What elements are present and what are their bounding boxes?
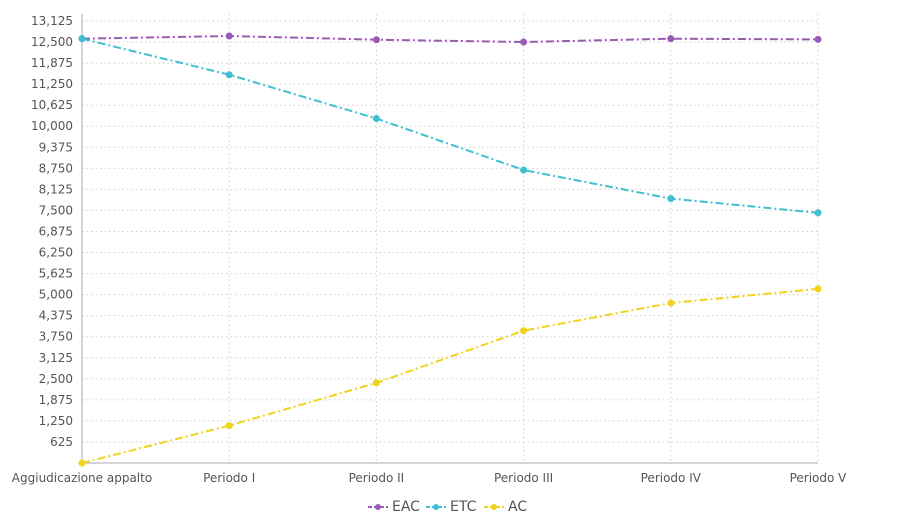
y-tick-label: 4,375 [39, 309, 73, 323]
series-line-ac [81, 287, 819, 464]
data-point-eac[interactable] [814, 35, 822, 43]
legend: EAC ETC AC [368, 499, 527, 515]
series-line-eac [81, 34, 819, 44]
y-tick-label: 7,500 [39, 203, 73, 217]
data-point-eac[interactable] [372, 36, 380, 44]
x-tick-label: Aggiudicazione appalto [12, 471, 152, 485]
legend-item-eac[interactable]: EAC [368, 499, 420, 515]
y-tick-label: 1,250 [39, 414, 73, 428]
x-tick-label: Periodo III [494, 471, 553, 485]
y-tick-label: 6,875 [39, 224, 73, 238]
x-axis-tick-labels: Aggiudicazione appalto Periodo I Periodo I… [12, 471, 847, 485]
legend-label: AC [508, 499, 527, 515]
y-tick-label: 3,750 [39, 330, 73, 344]
y-tick-label: 8,750 [39, 161, 73, 175]
legend-label: EAC [392, 499, 420, 515]
legend-swatch-dot [491, 504, 497, 510]
x-tick-label: Periodo II [349, 471, 405, 485]
y-tick-label: 625 [50, 435, 73, 449]
data-point-eac[interactable] [667, 35, 675, 43]
y-tick-label: 11,250 [31, 77, 73, 91]
y-axis-tick-labels: 625 1,250 1,875 2,500 3,125 3,750 4,375 5,000 5,… [31, 14, 73, 449]
y-tick-label: 9,375 [39, 140, 73, 154]
y-tick-label: 12,500 [31, 35, 73, 49]
data-point-ac[interactable] [520, 327, 528, 335]
data-point-etc[interactable] [520, 166, 528, 174]
data-point-eac[interactable] [225, 32, 233, 40]
y-tick-label: 5,000 [39, 288, 73, 302]
data-point-ac[interactable] [372, 379, 380, 387]
y-tick-label: 3,125 [39, 351, 73, 365]
series-eac [78, 32, 822, 46]
data-point-ac[interactable] [814, 285, 822, 293]
x-tick-label: Periodo I [203, 471, 255, 485]
series-line-etc [81, 37, 819, 214]
y-tick-label: 11,875 [31, 56, 73, 70]
legend-item-ac[interactable]: AC [484, 499, 527, 515]
y-tick-label: 13,125 [31, 14, 73, 28]
legend-swatch-dot [375, 504, 381, 510]
data-point-ac[interactable] [667, 299, 675, 307]
grid [82, 14, 819, 463]
data-point-ac[interactable] [225, 422, 233, 430]
x-tick-label: Periodo IV [641, 471, 702, 485]
series-group [78, 32, 822, 467]
data-point-eac[interactable] [520, 38, 528, 46]
series-etc [78, 35, 822, 217]
y-tick-label: 10,625 [31, 98, 73, 112]
y-tick-label: 10,000 [31, 119, 73, 133]
y-tick-label: 1,875 [39, 393, 73, 407]
x-tick-label: Periodo V [790, 471, 848, 485]
data-point-etc[interactable] [372, 114, 380, 122]
y-tick-label: 8,125 [39, 182, 73, 196]
legend-swatch-dot [433, 504, 439, 510]
y-tick-label: 2,500 [39, 372, 73, 386]
data-point-etc[interactable] [225, 71, 233, 79]
y-tick-label: 5,625 [39, 267, 73, 281]
data-point-ac[interactable] [78, 459, 86, 467]
series-ac [78, 285, 822, 467]
data-point-etc[interactable] [814, 209, 822, 217]
data-point-etc[interactable] [667, 195, 675, 203]
legend-item-etc[interactable]: ETC [426, 499, 477, 515]
legend-label: ETC [450, 499, 477, 515]
y-tick-label: 6,250 [39, 246, 73, 260]
axes [81, 14, 818, 464]
data-point-etc[interactable] [78, 35, 86, 43]
